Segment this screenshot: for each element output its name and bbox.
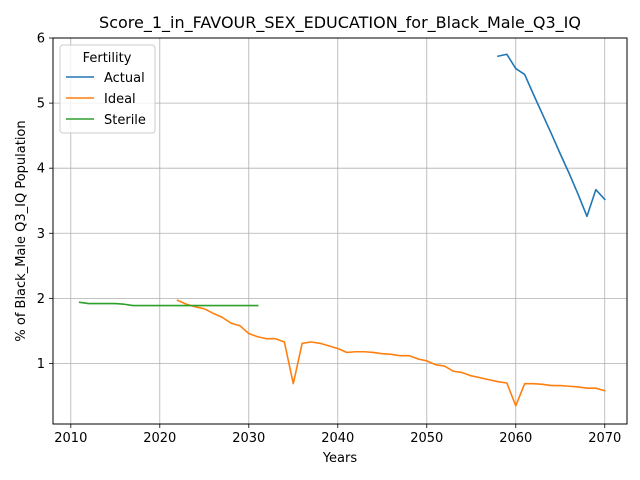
x-tick-label: 2040	[321, 431, 354, 446]
y-tick-label: 6	[37, 32, 45, 47]
x-tick-label: 2030	[232, 431, 265, 446]
series-line-sterile	[78, 301, 259, 307]
series-line-actual	[497, 53, 606, 218]
y-tick-label: 1	[37, 357, 45, 372]
x-tick-label: 2050	[410, 431, 443, 446]
legend-box	[59, 44, 156, 134]
legend-label-actual: Actual	[104, 71, 145, 86]
chart-title: Score_1_in_FAVOUR_SEX_EDUCATION_for_Blac…	[99, 13, 581, 33]
axis-ticks: 2010 2020 2030 2040 2050 2060 2070 1 2 3 4 5 6	[37, 32, 622, 447]
legend-label-ideal: Ideal	[104, 92, 136, 107]
x-tick-label: 2010	[54, 431, 87, 446]
grid	[53, 37, 627, 424]
legend-title: Fertility	[83, 51, 132, 66]
plot-frame	[52, 37, 628, 425]
series-line-ideal	[176, 299, 606, 407]
x-tick-label: 2070	[588, 431, 621, 446]
legend: Fertility Actual Ideal Sterile	[59, 44, 156, 134]
y-tick-label: 5	[37, 97, 45, 112]
x-axis-label: Years	[322, 451, 358, 466]
y-tick-label: 4	[37, 162, 45, 177]
y-tick-label: 2	[37, 292, 45, 307]
x-tick-label: 2020	[143, 431, 176, 446]
series-lines	[78, 53, 606, 407]
y-tick-label: 3	[37, 227, 45, 242]
x-tick-label: 2060	[499, 431, 532, 446]
y-axis-label: % of Black_Male Q3_IQ Population	[14, 120, 29, 341]
legend-label-sterile: Sterile	[104, 113, 146, 128]
